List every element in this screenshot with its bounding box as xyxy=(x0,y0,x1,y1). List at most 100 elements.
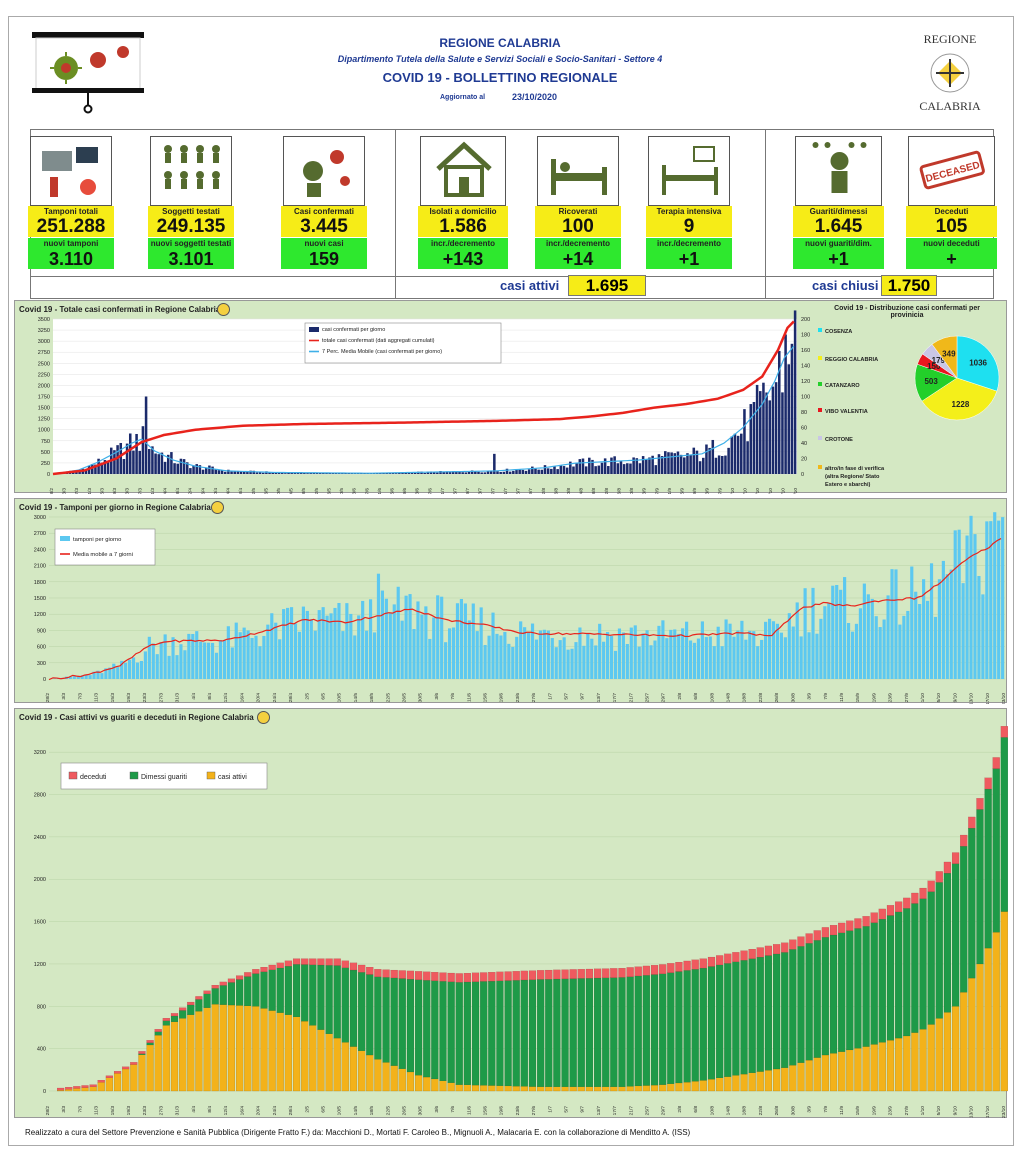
moving-average-line xyxy=(52,345,795,475)
active-cases-bar xyxy=(374,1059,382,1092)
active-cases-bar xyxy=(105,1077,113,1092)
active-cases-bar xyxy=(1000,911,1008,1092)
deceased-bar xyxy=(130,1062,138,1065)
recovered-bar xyxy=(773,953,781,1070)
swab-bar xyxy=(84,674,88,679)
swab-bar xyxy=(155,654,159,679)
swab-bar xyxy=(416,601,420,679)
x-tick-label: 15/9 xyxy=(855,1106,861,1116)
casi-attivi-label: casi attivi xyxy=(500,278,560,293)
active-cases-bar xyxy=(528,1086,537,1092)
deceased-bar xyxy=(333,958,341,966)
daily-case-bar xyxy=(204,468,208,474)
deceased-bar xyxy=(504,971,512,981)
swab-bar xyxy=(479,607,483,679)
deceased-bar xyxy=(846,920,854,931)
daily-case-bar xyxy=(135,433,138,474)
swab-bar xyxy=(977,576,981,679)
swab-bar xyxy=(787,613,791,679)
active-cases-bar xyxy=(471,1084,480,1092)
deceased-bar xyxy=(886,905,895,916)
recovered-bar xyxy=(634,975,642,1087)
deceased-bar xyxy=(520,970,528,981)
deceased-bar xyxy=(325,958,333,966)
swab-bar xyxy=(135,662,140,679)
daily-case-bar xyxy=(306,473,309,474)
x-tick-label: 23/6 xyxy=(515,693,521,703)
daily-case-bar xyxy=(724,455,727,474)
tile-delta-value: 3.101 xyxy=(148,249,234,269)
x-tick-label: 10/8 xyxy=(566,488,572,494)
swab-bar xyxy=(459,598,464,679)
swab-bar xyxy=(989,521,993,679)
x-tick-label: 13/10 xyxy=(768,488,774,494)
legend-box xyxy=(60,762,268,790)
x-tick-label: 23/10 xyxy=(793,488,799,494)
daily-case-bar xyxy=(638,463,642,474)
active-cases-bar xyxy=(170,1021,179,1092)
x-tick-label: 31/3 xyxy=(175,693,181,703)
deceased-bar xyxy=(585,968,594,979)
active-cases-bar xyxy=(292,1016,301,1092)
deceased-bar xyxy=(57,1087,65,1091)
x-tick-label: 16/4 xyxy=(239,693,245,703)
daily-case-bar xyxy=(227,469,230,474)
swab-bar xyxy=(578,627,582,679)
y-tick-label-left: 3500 xyxy=(38,317,50,323)
x-tick-label: 4/4 xyxy=(191,693,197,700)
daily-case-bar xyxy=(527,469,531,474)
deceased-bar xyxy=(691,959,699,970)
legend-swatch xyxy=(60,536,70,541)
daily-case-bar xyxy=(534,468,537,474)
y-tick-label-left: 250 xyxy=(41,461,50,467)
active-cases-bar xyxy=(707,1079,716,1092)
x-tick-label: 27/6 xyxy=(427,488,433,494)
active-cases-bar xyxy=(943,1012,951,1092)
daily-case-bar xyxy=(445,471,449,474)
active-cases-bar xyxy=(333,1037,341,1092)
swab-bar xyxy=(329,613,333,679)
active-cases-bar xyxy=(911,1032,919,1092)
deceased-bar xyxy=(65,1087,73,1090)
x-tick-label: 23/3 xyxy=(142,693,148,703)
active-cases-bar xyxy=(927,1024,935,1092)
daily-case-bar xyxy=(588,457,591,474)
y-tick-label: 0 xyxy=(43,1089,46,1095)
swab-bar xyxy=(325,615,329,679)
daily-case-bar xyxy=(423,472,426,474)
recovered-bar xyxy=(268,969,276,1011)
daily-case-bar xyxy=(486,470,490,474)
swab-bar xyxy=(139,660,144,679)
daily-case-bar xyxy=(116,445,119,474)
active-cases-bar xyxy=(642,1085,650,1092)
swab-bar xyxy=(254,635,258,679)
x-tick-label: 10/8 xyxy=(709,1106,715,1116)
daily-case-bar xyxy=(553,466,556,474)
active-cases-bar xyxy=(773,1068,781,1092)
recovered-bar xyxy=(911,903,919,1033)
swab-bar xyxy=(361,600,365,679)
swab-bar xyxy=(819,618,823,679)
x-tick-label: 17/10 xyxy=(780,488,786,494)
active-cases-bar xyxy=(740,1073,748,1092)
tile-delta-label: incr./decremento xyxy=(535,238,621,249)
swab-bar xyxy=(582,645,586,679)
pie-legend-swatch xyxy=(818,356,822,360)
swab-bar xyxy=(771,621,776,679)
x-tick-label: 1/7 xyxy=(547,1106,553,1113)
x-tick-label: 23/10 xyxy=(1001,1106,1007,1118)
daily-case-bar xyxy=(664,451,667,474)
x-tick-label: 15/9 xyxy=(680,488,686,494)
tile-people-grid-image xyxy=(150,136,232,206)
daily-case-bar xyxy=(645,459,648,474)
daily-case-bar xyxy=(727,447,730,474)
active-cases-bar xyxy=(480,1085,488,1092)
daily-case-bar xyxy=(404,472,407,474)
legend-label: 7 Perc. Media Mobile (casi confermati pe… xyxy=(322,349,442,355)
tile-delta-label: incr./decremento xyxy=(418,238,508,249)
x-tick-label: 12/4 xyxy=(223,693,229,703)
icu-bed-icon xyxy=(662,146,718,195)
recovered-bar xyxy=(577,978,585,1087)
deceased-bar xyxy=(895,901,903,913)
active-cases-bar xyxy=(455,1084,463,1092)
